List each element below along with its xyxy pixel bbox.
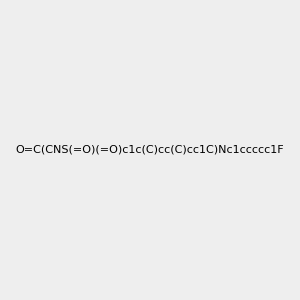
Text: O=C(CNS(=O)(=O)c1c(C)cc(C)cc1C)Nc1ccccc1F: O=C(CNS(=O)(=O)c1c(C)cc(C)cc1C)Nc1ccccc1… [16,145,284,155]
